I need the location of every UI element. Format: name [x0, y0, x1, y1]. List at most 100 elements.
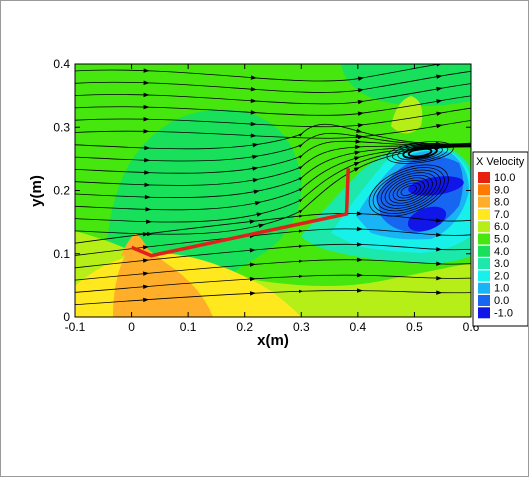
legend-swatch	[478, 245, 490, 257]
streamline-arrow	[254, 201, 262, 206]
streamline-arrow	[142, 245, 150, 250]
legend-swatch	[478, 258, 490, 270]
streamline-arrow	[356, 242, 363, 247]
streamline-arrow	[354, 156, 361, 161]
legend-label: 1.0	[494, 283, 509, 295]
streamline-arrow	[357, 99, 365, 105]
streamline	[75, 274, 471, 293]
streamline-arrow	[436, 218, 443, 223]
legend-label: 4.0	[494, 246, 509, 258]
streamline-arrow	[249, 291, 257, 296]
streamline-arrow	[252, 178, 259, 183]
x-tick-label: 0	[128, 320, 135, 334]
streamline-arrow	[145, 207, 152, 212]
y-tick-label: 0.3	[53, 120, 70, 134]
streamline-arrow	[355, 133, 363, 139]
streamline-arrow	[250, 98, 257, 103]
streamline-arrow	[356, 257, 363, 262]
vortex-ring	[376, 169, 441, 212]
streamline-arrow	[143, 297, 150, 303]
streamline-arrow	[249, 262, 256, 267]
streamline-arrow	[357, 76, 365, 81]
y-tick-label: 0	[63, 310, 70, 324]
streamline-arrow	[357, 123, 364, 128]
y-tick-label: 0.4	[53, 57, 70, 71]
streamline-arrow	[356, 211, 363, 216]
vortex-ring	[372, 167, 445, 214]
streamline-arrow	[144, 182, 151, 187]
vortex-ring	[402, 145, 438, 160]
streamline-arrow	[253, 189, 260, 194]
streamline-arrow	[356, 288, 364, 293]
vortex-rings	[368, 141, 454, 217]
streamline-arrow	[143, 129, 150, 134]
streamline-arrow	[142, 232, 150, 237]
streamline-arrow	[250, 75, 257, 80]
vortex-ring	[397, 144, 443, 161]
streamline-arrow	[354, 150, 361, 155]
streamline-arrow	[436, 111, 443, 116]
streamline-arrow	[357, 88, 365, 93]
streamlines	[75, 64, 471, 306]
y-tick-label: 0.2	[53, 184, 70, 198]
legend-swatch	[478, 307, 490, 319]
streamline	[75, 70, 471, 93]
streamline-arrow	[143, 80, 150, 85]
streamline-arrow	[356, 272, 363, 278]
streamline-arrow	[436, 232, 443, 238]
streamline-arrow	[144, 194, 151, 200]
streamline-arrow	[436, 247, 443, 252]
vortex-ring	[368, 164, 449, 217]
vortex-ring	[407, 147, 433, 158]
legend-swatch	[478, 172, 490, 183]
legend-swatch	[478, 270, 490, 282]
legend-label: 5.0	[494, 234, 509, 246]
legend-label: 7.0	[494, 209, 509, 221]
streamline-arrow	[356, 226, 363, 232]
y-tick-label: 0.1	[53, 247, 70, 261]
streamline-arrow	[355, 139, 362, 144]
streamline-arrow	[436, 275, 443, 281]
streamline-arrow	[250, 121, 257, 127]
streamline-arrow	[249, 276, 256, 282]
streamline-arrow	[144, 158, 151, 163]
vortex-ring	[388, 177, 429, 204]
streamline	[75, 289, 471, 306]
streamline-arrow	[252, 142, 259, 148]
plate-layer	[130, 168, 350, 258]
legend-label: 9.0	[494, 184, 509, 196]
plate-line	[130, 168, 350, 258]
vortex-core-lower	[407, 206, 447, 232]
streamline-arrow	[249, 219, 256, 224]
streamline-arrow	[143, 104, 150, 110]
legend-label: 3.0	[494, 258, 509, 270]
streamline-arrow	[356, 128, 363, 133]
streamline	[75, 243, 471, 269]
chart-legend: X Velocity 10.09.08.07.06.05.04.03.02.01…	[472, 151, 529, 327]
x-axis-label: x(m)	[257, 332, 289, 349]
legend-title: X Velocity	[476, 156, 525, 168]
legend-label: 2.0	[494, 270, 509, 282]
streamline-arrow	[144, 145, 151, 151]
streamline-arrow	[252, 154, 259, 160]
vortex-ring	[396, 182, 421, 199]
streamline-arrow	[256, 212, 263, 217]
vortex-ring	[400, 185, 417, 196]
streamline-arrow	[142, 271, 150, 276]
x-tick-label: 0.3	[293, 320, 310, 334]
streamline-arrow	[436, 290, 443, 295]
streamline-arrow	[249, 248, 256, 253]
vortex-ring	[386, 141, 454, 164]
streamline-arrow	[146, 219, 153, 224]
streamline-arrow	[355, 144, 362, 150]
legend-label: 6.0	[494, 221, 509, 233]
x-tick-label: 0.4	[350, 320, 367, 334]
streamline	[75, 123, 471, 150]
streamline	[75, 64, 442, 82]
streamline-arrow	[143, 92, 150, 98]
vortex-ring	[391, 143, 449, 163]
legend-swatch	[478, 221, 490, 233]
streamline-arrow	[250, 110, 257, 115]
y-axis-label: y(m)	[28, 175, 45, 207]
